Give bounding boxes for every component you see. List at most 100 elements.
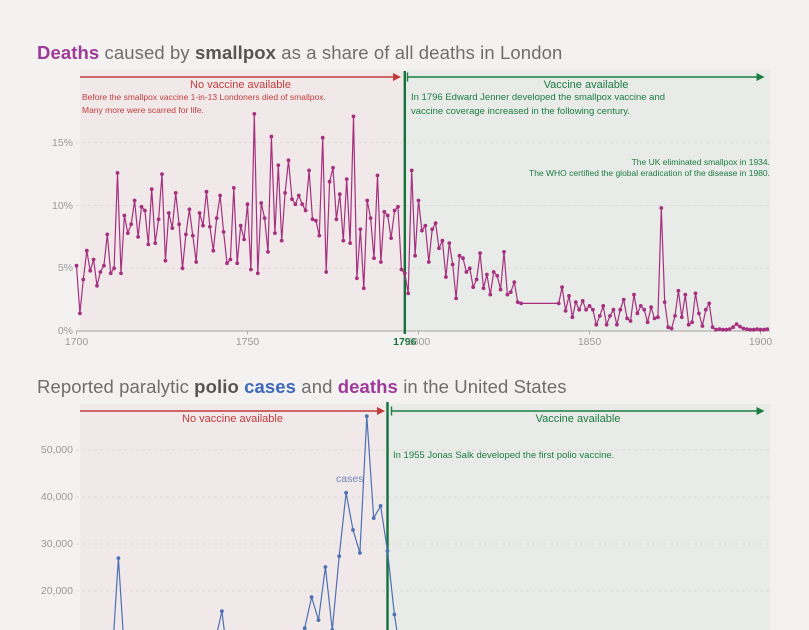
data-point[interactable] bbox=[433, 221, 438, 226]
data-point[interactable] bbox=[78, 311, 82, 316]
data-point[interactable] bbox=[697, 311, 701, 316]
data-point[interactable] bbox=[625, 316, 629, 321]
data-point[interactable] bbox=[238, 223, 243, 228]
data-point[interactable] bbox=[310, 217, 315, 222]
data-point[interactable] bbox=[337, 554, 342, 559]
data-point[interactable] bbox=[249, 267, 253, 272]
data-point[interactable] bbox=[652, 316, 657, 321]
data-point[interactable] bbox=[396, 204, 400, 209]
data-point[interactable] bbox=[714, 327, 718, 332]
data-point[interactable] bbox=[738, 324, 742, 329]
data-point[interactable] bbox=[378, 504, 383, 508]
data-point[interactable] bbox=[187, 207, 192, 212]
data-point[interactable] bbox=[632, 292, 636, 297]
data-point[interactable] bbox=[283, 191, 287, 195]
data-point[interactable] bbox=[143, 208, 147, 213]
data-point[interactable] bbox=[615, 322, 619, 327]
data-point[interactable] bbox=[156, 217, 161, 222]
data-point[interactable] bbox=[457, 253, 462, 258]
data-point[interactable] bbox=[95, 283, 99, 288]
data-point[interactable] bbox=[604, 322, 609, 327]
data-point[interactable] bbox=[703, 307, 708, 312]
data-point[interactable] bbox=[467, 266, 472, 271]
data-point[interactable] bbox=[502, 250, 506, 254]
data-point[interactable] bbox=[211, 248, 216, 253]
data-point[interactable] bbox=[184, 232, 188, 237]
data-point[interactable] bbox=[642, 307, 647, 312]
data-point[interactable] bbox=[358, 551, 362, 555]
data-point[interactable] bbox=[102, 263, 106, 268]
data-point[interactable] bbox=[495, 273, 500, 278]
data-point[interactable] bbox=[402, 271, 407, 276]
data-point[interactable] bbox=[597, 314, 602, 318]
data-point[interactable] bbox=[201, 223, 205, 228]
data-point[interactable] bbox=[413, 253, 417, 258]
data-point[interactable] bbox=[676, 288, 681, 293]
data-point[interactable] bbox=[556, 301, 561, 306]
data-point[interactable] bbox=[560, 285, 564, 289]
data-point[interactable] bbox=[649, 305, 653, 310]
data-point[interactable] bbox=[437, 246, 441, 251]
data-point[interactable] bbox=[491, 270, 496, 274]
data-point[interactable] bbox=[266, 250, 270, 254]
series-line-cases[interactable] bbox=[77, 416, 401, 630]
data-point[interactable] bbox=[276, 163, 281, 168]
data-point[interactable] bbox=[621, 297, 626, 302]
data-point[interactable] bbox=[314, 218, 318, 223]
data-point[interactable] bbox=[170, 226, 175, 231]
data-point[interactable] bbox=[478, 251, 482, 256]
data-point[interactable] bbox=[464, 270, 469, 274]
data-point[interactable] bbox=[519, 301, 523, 306]
data-point[interactable] bbox=[700, 324, 705, 328]
data-point[interactable] bbox=[669, 326, 674, 331]
data-point[interactable] bbox=[132, 198, 137, 203]
data-point[interactable] bbox=[659, 206, 664, 210]
data-point[interactable] bbox=[515, 300, 520, 304]
data-point[interactable] bbox=[573, 300, 578, 304]
data-point[interactable] bbox=[355, 276, 359, 281]
data-point[interactable] bbox=[235, 261, 240, 266]
data-point[interactable] bbox=[389, 236, 393, 241]
data-point[interactable] bbox=[300, 202, 305, 207]
data-point[interactable] bbox=[74, 263, 79, 268]
data-point[interactable] bbox=[307, 168, 311, 173]
data-point[interactable] bbox=[587, 304, 592, 308]
data-point[interactable] bbox=[194, 260, 199, 264]
data-point[interactable] bbox=[317, 233, 322, 238]
data-point[interactable] bbox=[163, 258, 168, 263]
data-point[interactable] bbox=[368, 216, 373, 221]
data-point[interactable] bbox=[454, 296, 458, 301]
data-point[interactable] bbox=[81, 277, 86, 282]
data-point[interactable] bbox=[392, 208, 397, 213]
data-point[interactable] bbox=[488, 292, 493, 297]
data-point[interactable] bbox=[166, 211, 171, 215]
data-point[interactable] bbox=[371, 516, 376, 520]
data-point[interactable] bbox=[762, 327, 766, 332]
data-point[interactable] bbox=[673, 314, 677, 318]
data-point[interactable] bbox=[758, 327, 763, 332]
data-point[interactable] bbox=[679, 315, 684, 320]
data-point[interactable] bbox=[372, 256, 376, 261]
data-point[interactable] bbox=[344, 177, 349, 182]
data-point[interactable] bbox=[105, 232, 110, 237]
data-point[interactable] bbox=[731, 325, 735, 330]
data-point[interactable] bbox=[149, 187, 154, 192]
data-point[interactable] bbox=[262, 216, 267, 221]
data-point[interactable] bbox=[136, 235, 141, 239]
data-point[interactable] bbox=[180, 266, 185, 271]
data-point[interactable] bbox=[385, 549, 390, 553]
data-point[interactable] bbox=[508, 290, 513, 294]
data-point[interactable] bbox=[98, 270, 103, 274]
data-point[interactable] bbox=[567, 294, 571, 298]
data-point[interactable] bbox=[744, 327, 749, 331]
data-point[interactable] bbox=[344, 490, 348, 495]
data-point[interactable] bbox=[220, 609, 224, 614]
data-point[interactable] bbox=[584, 307, 588, 312]
data-point[interactable] bbox=[255, 271, 260, 276]
data-point[interactable] bbox=[461, 256, 465, 261]
data-point[interactable] bbox=[218, 193, 223, 198]
data-point[interactable] bbox=[204, 189, 209, 194]
data-point[interactable] bbox=[430, 227, 435, 232]
data-point[interactable] bbox=[628, 319, 633, 323]
data-point[interactable] bbox=[364, 414, 369, 419]
